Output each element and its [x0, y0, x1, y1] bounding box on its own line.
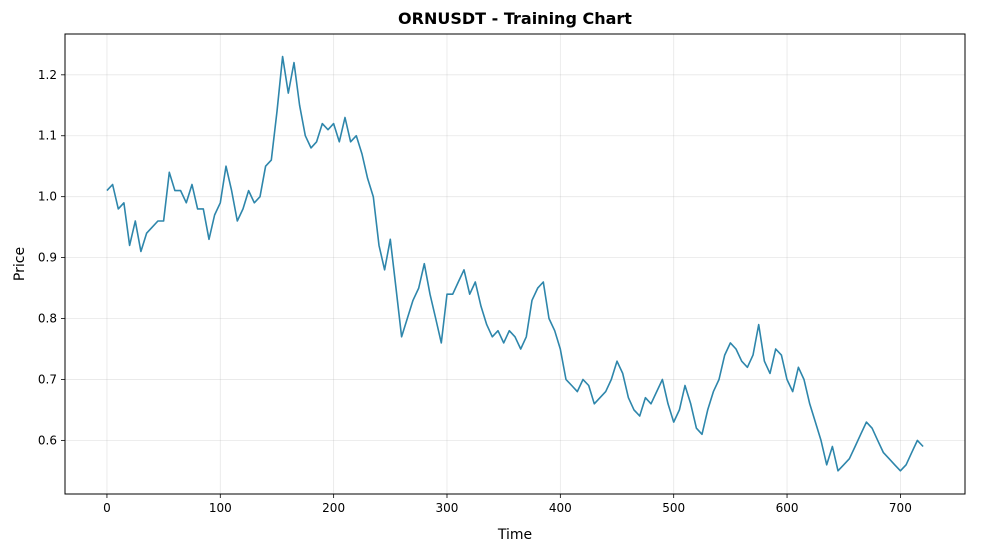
x-tick-label: 300	[436, 501, 459, 515]
ticks: 0 100 200 300 400 500 600 700 0.6 0.7 0.8 0.9 1.0 1.1…	[38, 68, 912, 515]
series-layer	[106, 55, 924, 472]
plot-frame	[64, 33, 966, 495]
y-tick-label: 1.0	[38, 190, 57, 204]
y-tick-label: 0.9	[38, 251, 57, 265]
y-axis-label: Price	[12, 247, 28, 281]
x-axis-label: Time	[497, 527, 532, 543]
x-tick-label: 400	[549, 501, 572, 515]
x-tick-label: 0	[103, 501, 111, 515]
price-series-line	[106, 55, 924, 472]
grid	[65, 34, 965, 494]
x-tick-label: 500	[662, 501, 685, 515]
x-tick-label: 700	[889, 501, 912, 515]
y-tick-label: 0.8	[38, 312, 57, 326]
y-tick-label: 1.2	[38, 68, 57, 82]
y-tick-label: 1.1	[38, 129, 57, 143]
y-tick-label: 0.6	[38, 433, 57, 447]
x-tick-label: 600	[776, 501, 799, 515]
y-tick-label: 0.7	[38, 372, 57, 386]
x-tick-label: 200	[322, 501, 345, 515]
x-tick-label: 100	[209, 501, 232, 515]
chart-title: ORNUSDT - Training Chart	[398, 9, 632, 28]
